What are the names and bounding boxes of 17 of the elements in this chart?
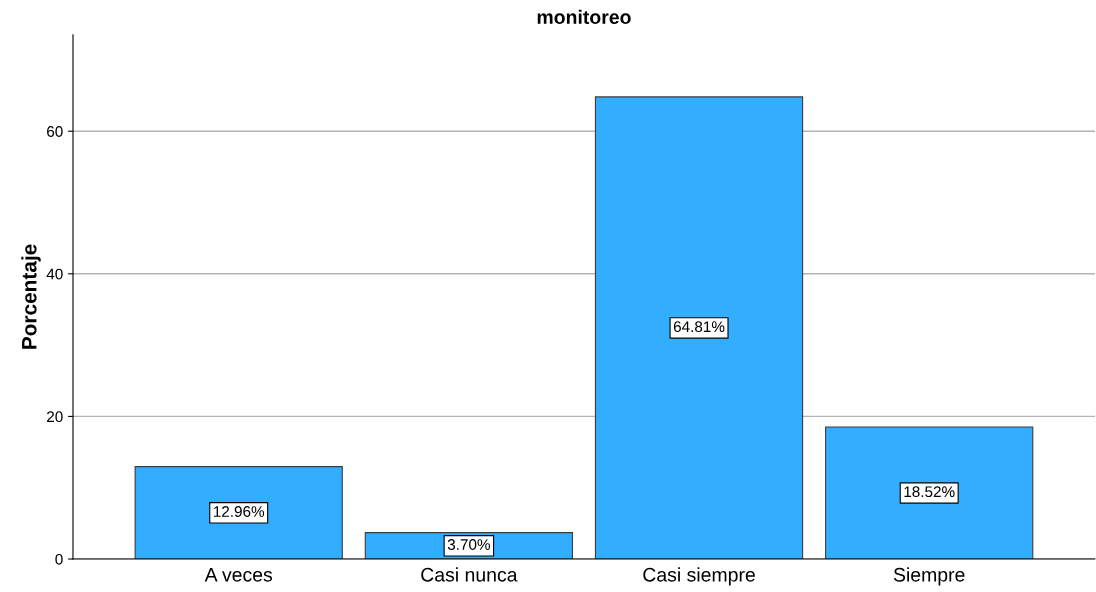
x-tick-label: Siempre: [893, 567, 965, 586]
data-label: 18.52%: [904, 486, 955, 498]
data-label: 12.96%: [213, 506, 265, 517]
bar: [594, 96, 804, 560]
data-label: 64.81%: [673, 321, 725, 333]
data-label: 3.70%: [447, 539, 490, 550]
bar: [825, 426, 1034, 560]
y-tick-label: 40: [46, 268, 63, 280]
y-tick-label: 60: [47, 126, 63, 137]
chart-title: monitoreo: [537, 9, 631, 25]
y-tick-label: 20: [47, 411, 63, 423]
x-tick-label: Casi siempre: [643, 567, 755, 586]
x-tick-label: Casi nunca: [421, 567, 518, 582]
x-tick-label: A veces: [204, 568, 273, 582]
bar: [134, 466, 343, 560]
y-tick-label: 0: [55, 553, 63, 565]
y-axis-title: Porcentaje: [21, 244, 41, 349]
